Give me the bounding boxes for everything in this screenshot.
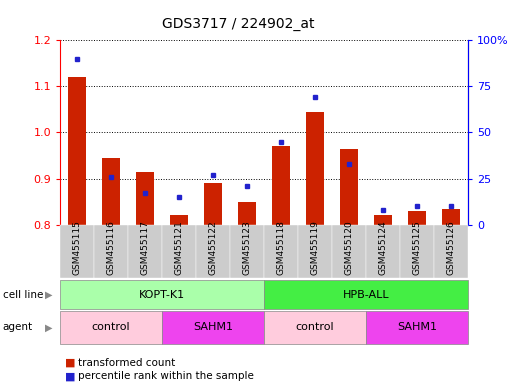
Bar: [408, 211, 426, 225]
Bar: [136, 172, 154, 225]
Text: transformed count: transformed count: [78, 358, 176, 368]
Bar: [238, 202, 256, 225]
Text: percentile rank within the sample: percentile rank within the sample: [78, 371, 254, 381]
Text: cell line: cell line: [3, 290, 43, 300]
Text: GSM455115: GSM455115: [73, 220, 82, 275]
Bar: [204, 183, 222, 225]
Text: ■: ■: [65, 371, 79, 381]
Text: ▶: ▶: [45, 290, 52, 300]
Text: ■: ■: [65, 358, 79, 368]
Text: SAHM1: SAHM1: [397, 322, 437, 333]
Bar: [442, 209, 460, 225]
Text: GSM455119: GSM455119: [311, 220, 320, 275]
Text: GSM455121: GSM455121: [175, 220, 184, 275]
Text: agent: agent: [3, 322, 33, 333]
Bar: [102, 158, 120, 225]
Bar: [306, 112, 324, 225]
Bar: [374, 215, 392, 225]
Bar: [272, 146, 290, 225]
Text: HPB-ALL: HPB-ALL: [343, 290, 390, 300]
Text: GSM455123: GSM455123: [243, 220, 252, 275]
Bar: [68, 77, 86, 225]
Text: GSM455126: GSM455126: [447, 220, 456, 275]
Text: control: control: [92, 322, 130, 333]
Text: GSM455118: GSM455118: [277, 220, 286, 275]
Text: KOPT-K1: KOPT-K1: [139, 290, 185, 300]
Text: GSM455116: GSM455116: [107, 220, 116, 275]
Bar: [340, 149, 358, 225]
Text: GSM455120: GSM455120: [345, 220, 354, 275]
Bar: [170, 215, 188, 225]
Text: ▶: ▶: [45, 322, 52, 333]
Text: control: control: [296, 322, 334, 333]
Text: GSM455124: GSM455124: [379, 220, 388, 275]
Text: SAHM1: SAHM1: [193, 322, 233, 333]
Text: GSM455117: GSM455117: [141, 220, 150, 275]
Text: GDS3717 / 224902_at: GDS3717 / 224902_at: [162, 17, 314, 31]
Text: GSM455122: GSM455122: [209, 220, 218, 275]
Text: GSM455125: GSM455125: [413, 220, 422, 275]
